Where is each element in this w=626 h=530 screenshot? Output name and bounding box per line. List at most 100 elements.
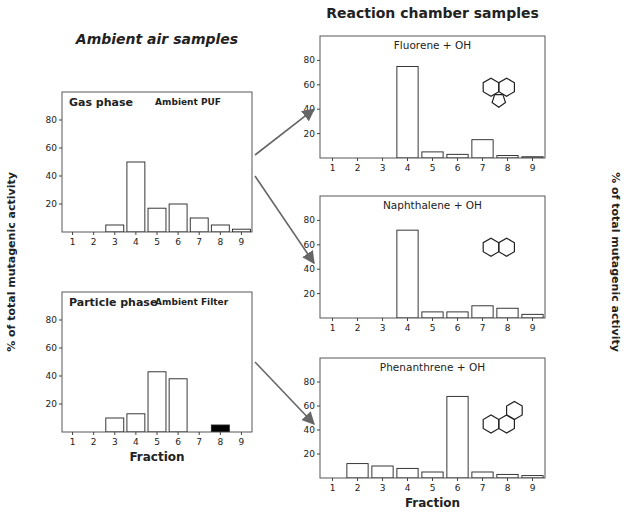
x-tick: [199, 232, 200, 235]
x-tick: [332, 158, 333, 161]
x-tick-label: 2: [91, 237, 97, 247]
x-tick-label: 4: [405, 163, 411, 173]
bar: [372, 466, 393, 478]
y-tick-label: 40: [304, 264, 316, 274]
molecule-ring: [483, 415, 499, 433]
x-tick: [220, 232, 221, 235]
bar: [127, 162, 145, 232]
molecule-ring: [507, 402, 523, 420]
y-axis-label: % of total mutagenic activity: [5, 172, 18, 352]
x-tick: [407, 478, 408, 481]
y-tick: [317, 382, 320, 383]
x-tick-label: 9: [239, 437, 245, 447]
x-tick-label: 6: [455, 323, 461, 333]
bars: [397, 230, 543, 318]
panel: 20406080123456789Particle phaseAmbient F…: [46, 292, 252, 464]
x-tick-label: 6: [175, 437, 181, 447]
bar: [447, 154, 468, 158]
x-axis-label: Fraction: [129, 450, 184, 464]
y-tick-label: 60: [46, 343, 58, 353]
y-tick-label: 60: [46, 143, 58, 153]
bar: [422, 152, 443, 158]
x-tick: [432, 158, 433, 161]
x-tick: [507, 478, 508, 481]
y-tick: [59, 320, 62, 321]
x-tick-label: 9: [530, 323, 536, 333]
x-tick: [507, 318, 508, 321]
y-tick: [317, 60, 320, 61]
x-tick-label: 5: [154, 237, 160, 247]
plot-frame: [62, 292, 252, 432]
x-tick: [482, 478, 483, 481]
x-tick: [532, 158, 533, 161]
y-tick: [317, 454, 320, 455]
y-tick: [317, 406, 320, 407]
bar: [148, 208, 166, 232]
x-tick-label: 2: [355, 163, 361, 173]
x-tick: [407, 318, 408, 321]
x-tick: [178, 432, 179, 435]
molecule-ring: [492, 95, 505, 108]
panel: 20406080123456789Phenanthrene + OHFracti…: [304, 358, 545, 510]
y-tick: [317, 269, 320, 270]
x-tick-label: 3: [112, 237, 118, 247]
x-tick-label: 2: [355, 483, 361, 493]
x-tick-label: 2: [91, 437, 97, 447]
x-tick: [407, 158, 408, 161]
x-tick: [241, 232, 242, 235]
x-tick-label: 9: [239, 237, 245, 247]
bars: [106, 162, 251, 232]
y-tick-label: 20: [46, 199, 58, 209]
molecule-ring: [483, 78, 499, 96]
bar: [472, 472, 493, 478]
y-tick-label: 60: [304, 240, 316, 250]
y-tick-label: 40: [46, 171, 58, 181]
y-tick: [317, 220, 320, 221]
bar: [472, 140, 493, 158]
molecule-ring: [499, 78, 515, 96]
panel-subtitle: Ambient PUF: [155, 97, 221, 107]
x-tick-label: 7: [196, 437, 202, 447]
y-tick: [59, 176, 62, 177]
x-tick-label: 5: [430, 483, 436, 493]
y-tick-label: 80: [46, 315, 58, 325]
x-tick: [220, 432, 221, 435]
x-tick: [482, 158, 483, 161]
y-tick: [59, 348, 62, 349]
y-tick: [317, 84, 320, 85]
x-tick-label: 2: [355, 323, 361, 333]
panel-title: Naphthalene + OH: [383, 199, 482, 211]
x-tick-label: 4: [405, 483, 411, 493]
y-tick-label: 80: [46, 115, 58, 125]
x-tick-label: 1: [70, 437, 76, 447]
bar: [422, 312, 443, 318]
plot-frame: [320, 196, 545, 318]
x-tick: [382, 318, 383, 321]
panel: 20406080123456789Fluorene + OH: [304, 36, 545, 173]
x-tick: [332, 318, 333, 321]
x-axis-label: Fraction: [405, 496, 460, 510]
bar: [397, 230, 418, 318]
x-tick: [382, 478, 383, 481]
plot-frame: [62, 92, 252, 232]
x-tick: [93, 232, 94, 235]
molecule-ring: [499, 238, 515, 256]
y-axis-label: % of total mutagenic activity: [609, 172, 622, 352]
y-tick: [317, 133, 320, 134]
x-tick: [135, 232, 136, 235]
y-tick-label: 40: [304, 425, 316, 435]
x-tick: [507, 158, 508, 161]
y-tick: [317, 293, 320, 294]
x-tick: [72, 432, 73, 435]
x-tick-label: 1: [70, 237, 76, 247]
bar: [127, 414, 145, 432]
x-tick: [178, 232, 179, 235]
x-tick: [357, 318, 358, 321]
plot-frame: [320, 358, 545, 478]
x-tick: [357, 478, 358, 481]
bars: [397, 67, 543, 159]
section-title: Reaction chamber samples: [326, 5, 539, 21]
x-tick-label: 7: [480, 323, 486, 333]
y-tick-label: 40: [46, 371, 58, 381]
x-tick-label: 3: [380, 483, 386, 493]
